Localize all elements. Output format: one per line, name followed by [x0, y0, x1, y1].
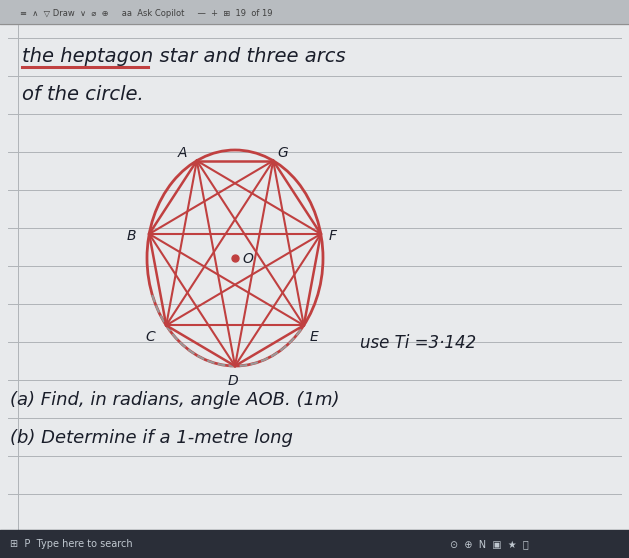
- Text: A: A: [178, 146, 187, 160]
- Text: the heptagon star and three arcs: the heptagon star and three arcs: [22, 47, 345, 66]
- Text: C: C: [145, 330, 155, 344]
- Text: G: G: [278, 146, 289, 160]
- Text: use Ti =3·142: use Ti =3·142: [360, 334, 476, 352]
- Text: ⊞  P  Type here to search: ⊞ P Type here to search: [10, 539, 133, 549]
- Text: (b) Determine if a 1-metre long: (b) Determine if a 1-metre long: [10, 429, 293, 447]
- Text: (a) Find, in radians, angle AOB. (1m): (a) Find, in radians, angle AOB. (1m): [10, 391, 340, 409]
- Text: E: E: [309, 330, 318, 344]
- Text: O: O: [242, 252, 253, 266]
- Text: B: B: [126, 229, 136, 243]
- Text: of the circle.: of the circle.: [22, 85, 144, 104]
- Text: ≡  ∧  ▽ Draw  ∨  ⌀  ⊕     aa  Ask Copilot     —  +  ⊞  19  of 19: ≡ ∧ ▽ Draw ∨ ⌀ ⊕ aa Ask Copilot — + ⊞ 19…: [20, 9, 272, 18]
- Text: ⊙  ⊕  N  ▣  ★  🌐: ⊙ ⊕ N ▣ ★ 🌐: [450, 539, 529, 549]
- Text: D: D: [228, 374, 238, 388]
- Text: F: F: [329, 229, 337, 243]
